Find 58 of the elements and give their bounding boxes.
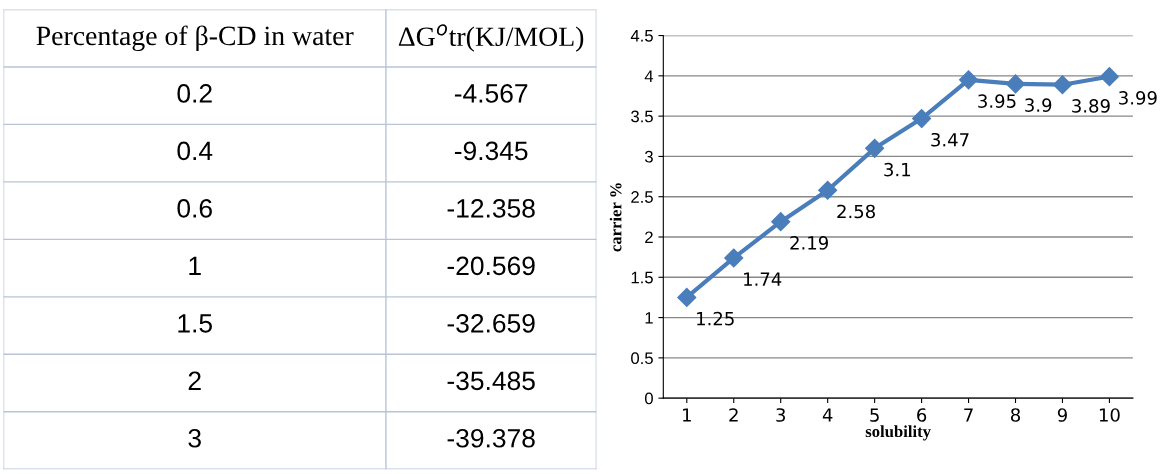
text: -35.485 (447, 371, 535, 391)
x-tick-label: 4 (822, 408, 833, 422)
y-axis-title: carrier % (609, 183, 622, 252)
data-label: 3.47 (931, 132, 969, 147)
text: 0.4 (177, 141, 213, 161)
x-tick-label: 6 (917, 408, 927, 422)
point (724, 248, 744, 268)
x-tick-label: 2 (729, 408, 738, 422)
text: -32.659 (447, 313, 535, 333)
y-tick-label: 3.5 (631, 110, 653, 123)
point (818, 180, 838, 200)
text: -9.345 (454, 141, 528, 161)
point (1052, 75, 1073, 95)
text: 1 (189, 256, 201, 275)
x-tick-label: 8 (1010, 408, 1021, 422)
text: 3 (188, 428, 201, 448)
data-label: 3.99 (1119, 91, 1157, 105)
data-label: 3.89 (1072, 99, 1110, 113)
data-label: 1.25 (697, 311, 734, 326)
y-tick-label: 0 (644, 392, 653, 405)
point (771, 212, 791, 232)
text: 0.2 (177, 84, 212, 103)
data-label: 2.58 (837, 204, 875, 219)
text: -39.378 (447, 428, 535, 448)
y-tick-label: 4.5 (630, 30, 653, 42)
point (865, 138, 885, 158)
text: ΔG$^{o}$tr(KJ/MOL) (398, 24, 584, 52)
data-label: 3.9 (1025, 98, 1052, 112)
point (1005, 74, 1026, 94)
x-tick-label: 7 (964, 408, 973, 422)
text: 0.6 (177, 199, 212, 218)
y-tick-label: 1 (645, 312, 653, 324)
point (1099, 67, 1119, 87)
x-tick-label: 9 (1057, 408, 1067, 422)
y-tick-label: 3 (644, 150, 653, 163)
text: -20.569 (447, 256, 535, 276)
y-tick-label: 2.5 (631, 191, 653, 203)
x-tick-label: 10 (1099, 408, 1120, 422)
y-tick-label: 4 (644, 70, 654, 82)
x-tick-label: 3 (776, 408, 786, 422)
text: 1.5 (178, 314, 212, 333)
x-tick-label: 5 (870, 408, 879, 422)
data-label: 3.1 (884, 162, 911, 177)
point (912, 109, 932, 129)
data-label: 3.95 (978, 94, 1016, 108)
y-tick-label: 2 (645, 231, 653, 244)
data-label: 1.74 (744, 272, 782, 286)
x-axis-title: solubility (865, 425, 931, 441)
text: -12.358 (447, 199, 535, 218)
point (677, 287, 697, 307)
x-tick-label: 1 (683, 408, 691, 422)
y-tick-label: 0.5 (631, 352, 653, 365)
data-label: 2.19 (790, 236, 828, 250)
text: 2 (188, 371, 201, 390)
text: Percentage of β-CD in water (36, 25, 354, 51)
y-tick-label: 1.5 (631, 271, 653, 284)
text: -4.567 (454, 84, 528, 103)
point (959, 70, 979, 90)
